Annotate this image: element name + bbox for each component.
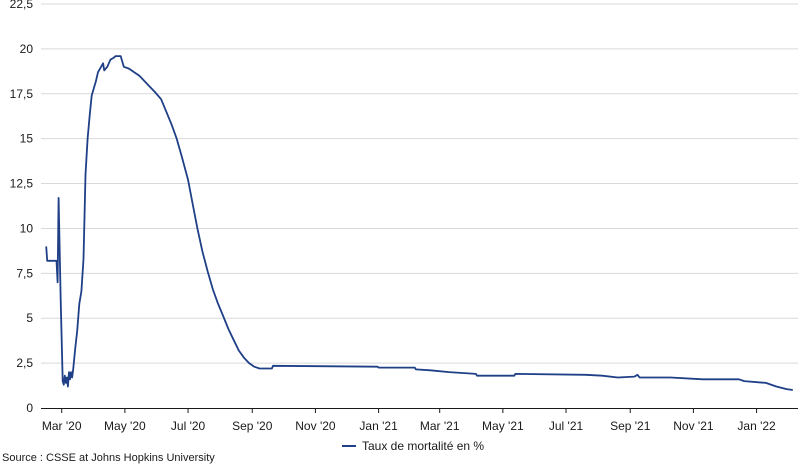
y-tick-label: 20 <box>20 42 34 56</box>
x-tick-label: May '21 <box>482 419 524 433</box>
y-axis-ticks: 0 2,5 5 7,5 10 12,5 15 17,5 20 22,5 <box>10 0 34 415</box>
y-tick-label: 15 <box>20 132 34 146</box>
x-tick-label: May '20 <box>104 419 146 433</box>
y-tick-label: 2,5 <box>16 356 33 370</box>
gridlines <box>41 3 798 364</box>
x-tick-label: Mar '21 <box>420 419 460 433</box>
x-tick-label: Jul '20 <box>171 419 206 433</box>
y-tick-label: 10 <box>20 221 34 235</box>
x-tick-label: Sep '20 <box>232 419 273 433</box>
y-tick-label: 7,5 <box>16 266 33 280</box>
x-tick-label: Nov '20 <box>295 419 336 433</box>
y-tick-label: 0 <box>26 401 33 415</box>
x-axis-ticks: Mar '20 May '20 Jul '20 Sep '20 Nov '20 Jan '… <box>42 408 776 433</box>
x-tick-label: Jan '22 <box>737 419 776 433</box>
legend-swatch <box>342 445 356 447</box>
x-tick-label: Nov '21 <box>673 419 714 433</box>
series-group <box>45 55 793 391</box>
x-tick-label: Sep '21 <box>610 419 651 433</box>
y-tick-label: 17,5 <box>10 87 34 101</box>
x-tick-label: Mar '20 <box>42 419 82 433</box>
x-tick-label: Jul '21 <box>549 419 584 433</box>
y-tick-label: 12,5 <box>10 177 34 191</box>
legend: Taux de mortalité en % <box>342 439 484 453</box>
source-note: Source : CSSE at Johns Hopkins Universit… <box>2 452 215 464</box>
x-tick-label: Jan '21 <box>359 419 398 433</box>
legend-label: Taux de mortalité en % <box>362 439 485 453</box>
y-tick-label: 22,5 <box>10 0 34 11</box>
series-line <box>45 55 793 391</box>
y-tick-label: 5 <box>26 311 33 325</box>
